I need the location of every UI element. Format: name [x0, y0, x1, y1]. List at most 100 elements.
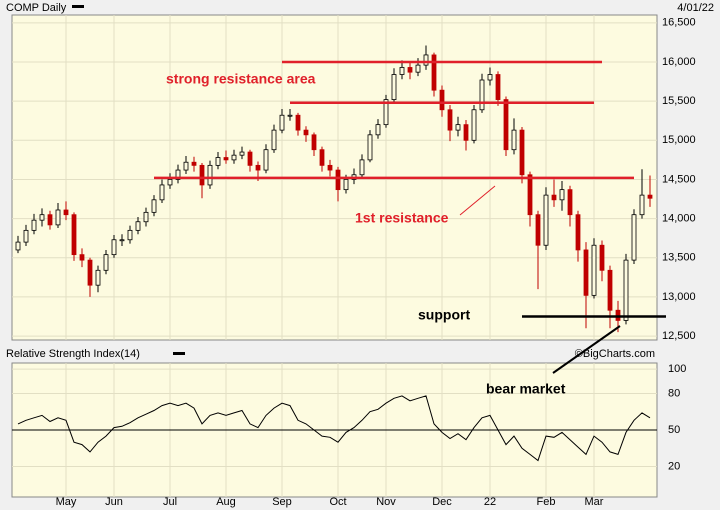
- y-tick-label: 15,000: [662, 134, 696, 146]
- candle-body: [647, 194, 653, 199]
- chart-title: COMP Daily: [6, 2, 67, 14]
- x-tick-label: Jun: [105, 496, 123, 508]
- candle-body: [495, 74, 501, 100]
- x-tick-label: Jul: [163, 496, 177, 508]
- candle-body: [383, 99, 389, 126]
- candle-body: [407, 67, 413, 73]
- candle-body: [175, 169, 181, 180]
- candle-body: [519, 129, 525, 176]
- y-tick-label: 20: [668, 460, 680, 472]
- candle-body: [439, 89, 445, 111]
- candle-body: [279, 114, 285, 131]
- annotation: strong resistance area: [166, 71, 316, 87]
- x-tick-label: May: [56, 496, 77, 508]
- candle-body: [231, 154, 237, 161]
- candle-body: [503, 99, 509, 151]
- candle-body: [191, 161, 197, 166]
- candle-body: [295, 114, 301, 131]
- candle-body: [167, 179, 173, 186]
- candle-body: [47, 214, 53, 226]
- candle-body: [95, 269, 101, 286]
- x-tick-label: 22: [484, 496, 496, 508]
- candle-body: [111, 239, 117, 256]
- candle-body: [215, 157, 221, 166]
- candle-body: [143, 211, 149, 223]
- candle-body: [399, 67, 405, 75]
- candle-body: [287, 114, 293, 117]
- candle-body: [23, 229, 29, 243]
- candle-body: [551, 194, 557, 201]
- y-tick-label: 13,500: [662, 252, 696, 264]
- candle-body: [119, 239, 125, 242]
- candle-body: [255, 164, 261, 171]
- candle-body: [463, 124, 469, 141]
- rsi-title: Relative Strength Index(14): [6, 348, 140, 360]
- pointer: [459, 185, 496, 216]
- candle-body: [199, 164, 205, 186]
- y-tick-label: 50: [668, 424, 680, 436]
- candle-body: [367, 134, 373, 161]
- candle-body: [567, 189, 573, 216]
- x-tick-label: Mar: [585, 496, 604, 508]
- candle-body: [71, 214, 77, 256]
- candle-body: [271, 129, 277, 151]
- x-tick-label: Dec: [432, 496, 452, 508]
- annotation: bear market: [486, 381, 566, 397]
- y-tick-label: 12,500: [662, 330, 696, 342]
- date-label: 4/01/22: [677, 2, 714, 14]
- candle-body: [79, 254, 85, 261]
- candle-body: [607, 269, 613, 311]
- candle-body: [319, 149, 325, 166]
- candle-body: [623, 259, 629, 321]
- candle-body: [471, 109, 477, 141]
- y-tick-label: 14,500: [662, 173, 696, 185]
- candle-body: [343, 179, 349, 191]
- candle-body: [583, 249, 589, 296]
- rsi-icon: [173, 352, 185, 355]
- candle-body: [423, 54, 429, 66]
- candle-body: [599, 244, 605, 271]
- candle-body: [487, 74, 493, 81]
- candle-body: [631, 214, 637, 261]
- candle-body: [591, 244, 597, 296]
- y-tick-label: 16,000: [662, 56, 696, 68]
- candle-body: [335, 169, 341, 191]
- candle-body: [103, 254, 109, 271]
- x-tick-label: Nov: [376, 496, 396, 508]
- annotation: support: [418, 307, 470, 323]
- candle-body: [479, 79, 485, 111]
- y-tick-label: 14,000: [662, 213, 696, 225]
- rsi-line: [17, 395, 651, 462]
- candle-body: [559, 189, 565, 201]
- candle-body: [263, 149, 269, 171]
- watermark: ©BigCharts.com: [575, 348, 655, 360]
- candle-body: [183, 161, 189, 171]
- candle-body: [527, 174, 533, 216]
- candle-body: [223, 157, 229, 161]
- candle-body: [311, 134, 317, 151]
- y-tick-label: 13,000: [662, 291, 696, 303]
- plot-area: May Jun Jul Aug Sep Oct Nov Dec 22 Feb Mar 12,500 13…: [12, 15, 696, 508]
- y-tick-label: 16,500: [662, 17, 696, 29]
- x-tick-label: Aug: [216, 496, 236, 508]
- candle-body: [303, 129, 309, 136]
- candle-body: [135, 221, 141, 231]
- x-tick-label: Feb: [537, 496, 556, 508]
- title-icon: [72, 5, 84, 8]
- candle-body: [375, 124, 381, 136]
- y-tick-label: 15,500: [662, 95, 696, 107]
- candle-body: [159, 184, 165, 201]
- candle-body: [63, 209, 69, 216]
- candle-body: [575, 214, 581, 251]
- candle-body: [535, 214, 541, 246]
- annotation: 1st resistance: [355, 210, 449, 226]
- x-tick-label: Oct: [329, 496, 346, 508]
- candle-body: [207, 164, 213, 186]
- candle-body: [511, 129, 517, 151]
- candle-body: [455, 124, 461, 131]
- candle-body: [55, 209, 61, 226]
- candle-body: [15, 241, 21, 251]
- candle-body: [39, 214, 45, 221]
